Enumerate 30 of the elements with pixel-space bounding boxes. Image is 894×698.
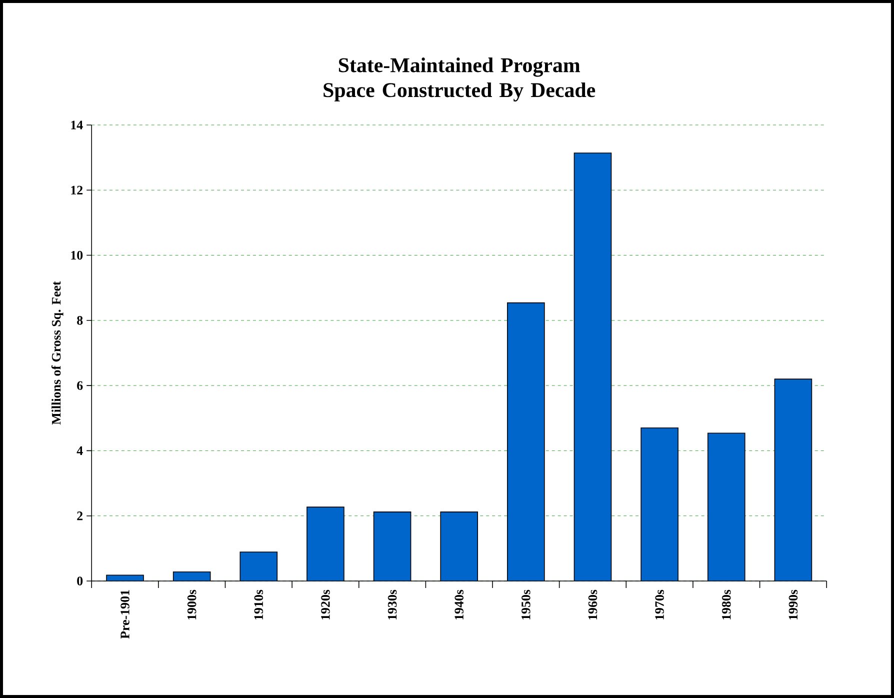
y-tick-label: 10 — [71, 250, 83, 260]
y-tick-label: 4 — [76, 446, 83, 455]
bar — [774, 378, 812, 581]
y-tick-label: 2 — [77, 512, 83, 520]
bar — [574, 152, 612, 581]
bar — [440, 512, 478, 581]
bar — [374, 512, 411, 581]
y-tick-label: 12 — [71, 186, 83, 194]
x-tick-label: Pre-1901 — [120, 590, 130, 639]
x-tick-label: 1900s — [187, 590, 196, 620]
bar — [641, 428, 678, 581]
y-tick-label: 8 — [77, 316, 83, 325]
x-tick-label: 1970s — [655, 590, 664, 620]
bar — [507, 302, 544, 581]
x-tick-label: 1990s — [788, 590, 798, 620]
chart-title: State-Maintained Program Space Constructed By Decade — [324, 58, 596, 102]
y-tick-label: 6 — [77, 381, 83, 390]
x-tick-label: 1960s — [588, 590, 598, 620]
y-tick-label: 14 — [71, 120, 83, 130]
x-tick-label: 1930s — [388, 590, 397, 620]
x-tick-label: 1980s — [722, 590, 731, 620]
x-tick-label: 1920s — [321, 590, 330, 620]
x-tick-label: 1910s — [254, 590, 264, 620]
x-tick-label: 1940s — [454, 590, 464, 620]
x-tick-label: 1950s — [522, 590, 530, 620]
bar — [708, 433, 745, 581]
y-tick-label: 0 — [77, 576, 83, 586]
bar — [306, 507, 344, 581]
y-axis-title: Millions of Gross Sq. Feet — [51, 281, 64, 425]
bar — [240, 552, 278, 581]
